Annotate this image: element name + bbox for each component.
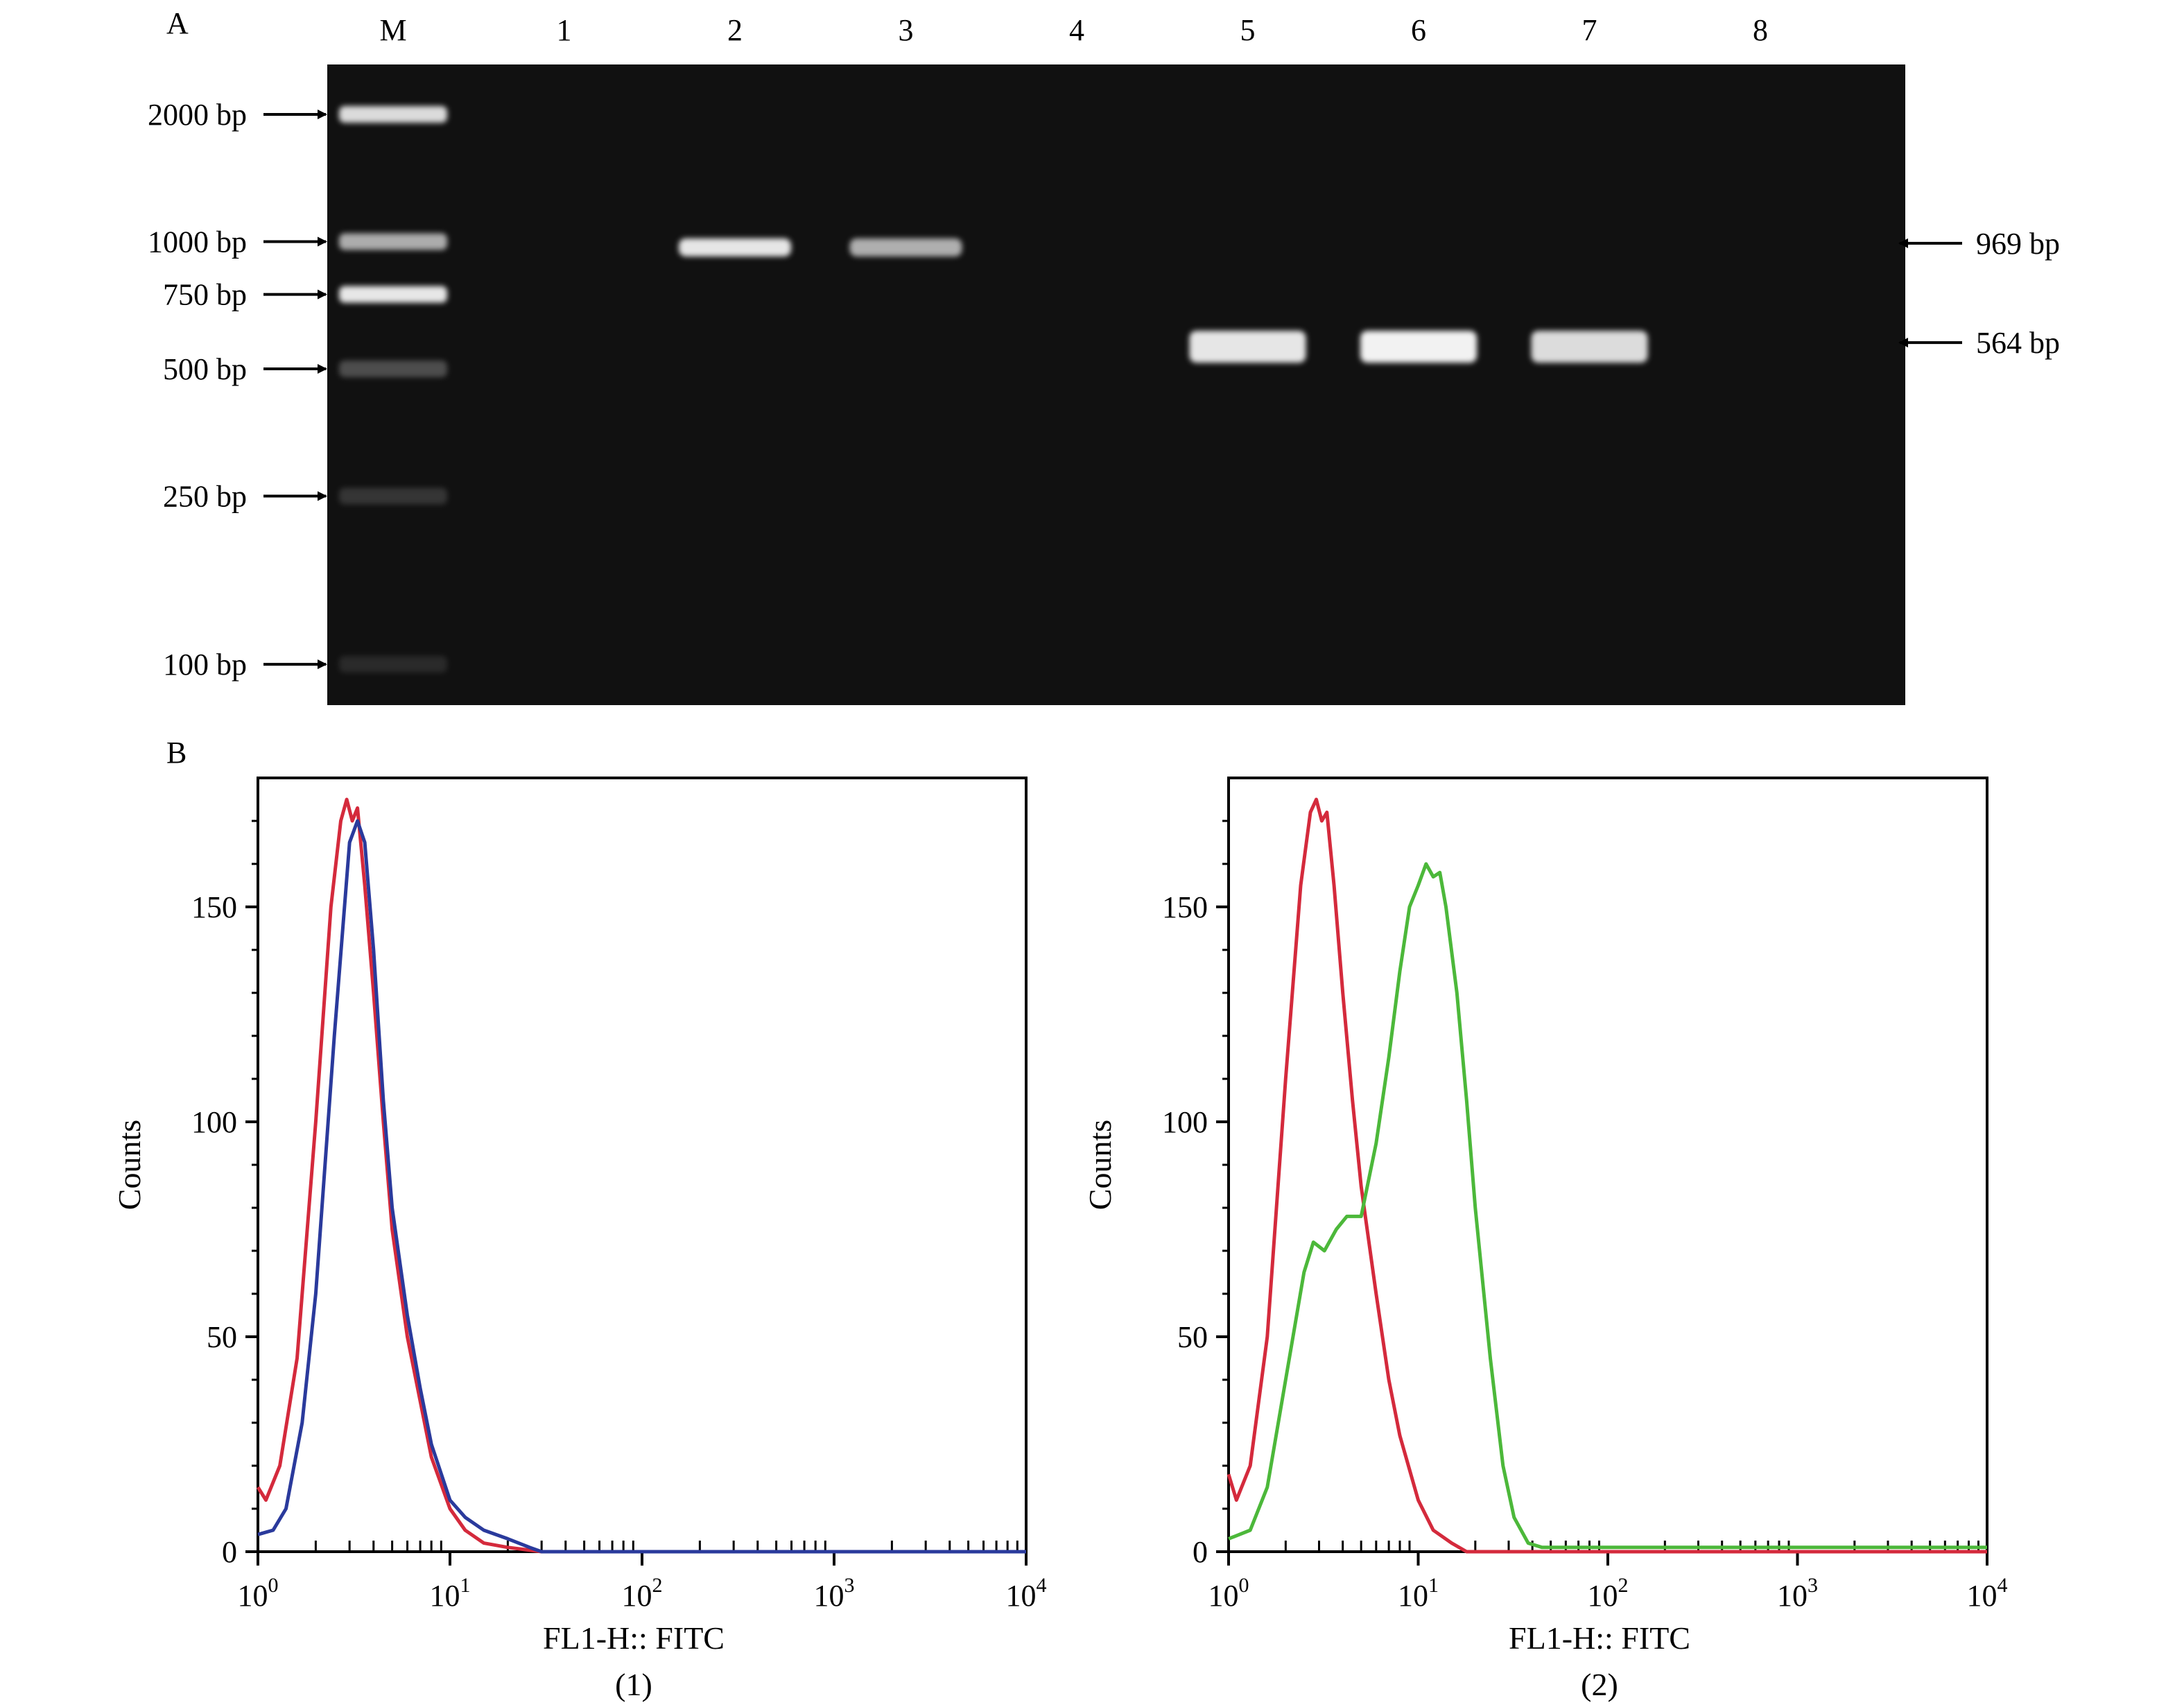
- ladder-bands: [339, 106, 447, 673]
- band-size-marker: 564 bp: [1898, 326, 2060, 360]
- ladder-size-label: 1000 bp: [148, 225, 327, 259]
- subplot-label: (1): [615, 1667, 652, 1702]
- svg-text:250 bp: 250 bp: [163, 480, 247, 514]
- x-tick-label: 103: [814, 1574, 855, 1613]
- y-tick-label: 150: [1162, 890, 1208, 924]
- lane-label: 5: [1240, 13, 1256, 47]
- panel-a: A M 1 2 3 4 5 6 7 8 2000 bp 1000 bp 750 bp 500 bp 25…: [148, 6, 2060, 705]
- ladder-size-label: 250 bp: [163, 480, 327, 514]
- sample-band: [1531, 331, 1648, 363]
- plot-frame: [257, 777, 1028, 1553]
- sample-band: [849, 238, 962, 257]
- panel-b-label: B: [166, 736, 187, 770]
- svg-text:750 bp: 750 bp: [163, 278, 247, 312]
- ladder-band: [339, 106, 447, 123]
- histogram-series: [1227, 797, 1987, 1554]
- y-tick-label: 150: [191, 890, 237, 924]
- x-tick-label: 101: [430, 1574, 471, 1613]
- panel-a-label: A: [166, 6, 189, 40]
- ladder-band: [339, 487, 447, 505]
- lane-labels: M 1 2 3 4 5 6 7 8: [379, 13, 1768, 47]
- ladder-size-label: 500 bp: [163, 352, 327, 386]
- ladder-size-labels: 2000 bp 1000 bp 750 bp 500 bp 250 bp 100 bp: [148, 98, 327, 682]
- sample-band: [1189, 331, 1306, 363]
- ladder-size-label: 2000 bp: [148, 98, 327, 132]
- ladder-band: [339, 286, 447, 303]
- lane-label: 3: [899, 13, 914, 47]
- band-size-markers: 969 bp 564 bp: [1898, 227, 2060, 360]
- x-tick-label: 102: [622, 1574, 663, 1613]
- sample-band: [1360, 331, 1477, 363]
- ladder-band: [339, 361, 447, 377]
- y-tick-label: 50: [1177, 1320, 1208, 1354]
- y-axis-label: Counts: [112, 1120, 147, 1210]
- svg-text:1000 bp: 1000 bp: [148, 225, 247, 259]
- histogram-series: [256, 797, 1026, 1554]
- ladder-band: [339, 656, 447, 673]
- ladder-size-label: 100 bp: [163, 648, 327, 682]
- gel-image: [327, 64, 1905, 705]
- ladder-size-label: 750 bp: [163, 278, 327, 312]
- lane-label: 2: [727, 13, 743, 47]
- x-tick-label: 104: [1967, 1574, 2008, 1613]
- lane-label: 1: [557, 13, 572, 47]
- ladder-band: [339, 233, 447, 250]
- svg-text:2000 bp: 2000 bp: [148, 98, 247, 132]
- svg-text:564 bp: 564 bp: [1976, 326, 2060, 360]
- svg-text:969 bp: 969 bp: [1976, 227, 2060, 261]
- lane-label: M: [379, 13, 406, 47]
- lane-label: 4: [1069, 13, 1084, 47]
- x-tick-label: 104: [1006, 1574, 1047, 1613]
- subplot-label: (2): [1581, 1667, 1618, 1702]
- lane-label: 6: [1411, 13, 1426, 47]
- x-axis-label: FL1-H:: FITC: [543, 1620, 725, 1656]
- x-tick-label: 102: [1588, 1574, 1629, 1613]
- x-tick-label: 100: [238, 1574, 279, 1613]
- y-tick-label: 0: [222, 1535, 237, 1569]
- plot-frame: [1227, 777, 1988, 1553]
- sample-band: [679, 238, 791, 257]
- lane-label: 7: [1582, 13, 1597, 47]
- lane-label: 8: [1753, 13, 1768, 47]
- x-axis-label: FL1-H:: FITC: [1509, 1620, 1690, 1656]
- band-size-marker: 969 bp: [1898, 227, 2060, 261]
- y-tick-label: 50: [207, 1320, 237, 1354]
- histogram-series: [257, 819, 1026, 1554]
- y-axis-label: Counts: [1082, 1120, 1118, 1210]
- x-tick-label: 103: [1777, 1574, 1818, 1613]
- x-tick-label: 101: [1398, 1574, 1439, 1613]
- histogram-series: [1228, 862, 1987, 1550]
- svg-text:500 bp: 500 bp: [163, 352, 247, 386]
- y-tick-label: 0: [1193, 1535, 1208, 1569]
- svg-text:100 bp: 100 bp: [163, 648, 247, 682]
- y-tick-label: 100: [1162, 1105, 1208, 1139]
- sample-bands: [679, 238, 1648, 363]
- y-tick-label: 100: [191, 1105, 237, 1139]
- x-tick-label: 100: [1208, 1574, 1249, 1613]
